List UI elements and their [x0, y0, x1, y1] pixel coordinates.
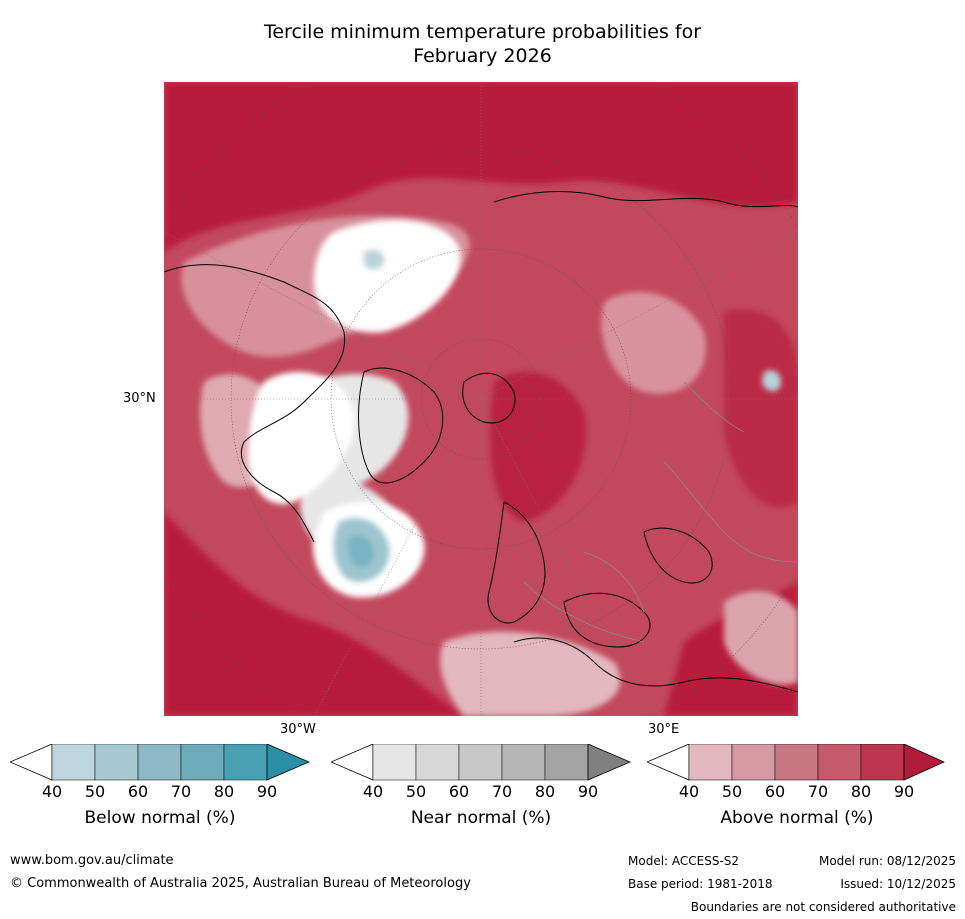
title-line-1: Tercile minimum temperature probabilitie… [263, 21, 702, 43]
title-line-2: February 2026 [413, 45, 552, 67]
lon-label-30e: 30°E [648, 722, 680, 737]
colorbar-below-bin-2 [94, 744, 139, 781]
colorbar-above-bin-4 [817, 744, 862, 781]
below-normal-regions [333, 250, 781, 582]
tick: 90 [256, 782, 278, 801]
tick: 90 [893, 782, 915, 801]
colorbar-above-bin-2 [731, 744, 776, 781]
colorbar-near-bin-2 [415, 744, 460, 781]
tick: 80 [534, 782, 556, 801]
lat-label-30n: 30°N [123, 391, 156, 406]
colorbar-above-bin-1 [688, 744, 733, 781]
colorbar-above-label: Above normal (%) [720, 808, 874, 828]
colorbar-near-bin-4 [501, 744, 546, 781]
colorbar-below-high-arrow [266, 744, 310, 781]
colorbar-below-low-arrow [10, 744, 53, 781]
tercile-map [164, 82, 798, 716]
colorbar-below-bin-3 [137, 744, 182, 781]
tick: 40 [362, 782, 384, 801]
colorbar-below-bin-5 [223, 744, 268, 781]
tick: 80 [213, 782, 235, 801]
footer-base-period: Base period: 1981-2018 [628, 877, 773, 891]
colorbar-near-low-arrow [331, 744, 374, 781]
tick: 70 [491, 782, 513, 801]
coastlines [164, 191, 798, 693]
colorbar-below [10, 744, 310, 781]
tick: 50 [84, 782, 106, 801]
tick: 60 [448, 782, 470, 801]
tick: 60 [764, 782, 786, 801]
colorbar-near [331, 744, 631, 781]
colorbar-near-label: Near normal (%) [410, 808, 552, 828]
colorbar-above [647, 744, 945, 781]
colorbar-near-bin-1 [372, 744, 417, 781]
colorbar-above-bin-3 [774, 744, 819, 781]
tick: 50 [405, 782, 427, 801]
tick: 80 [850, 782, 872, 801]
footer-url: www.bom.gov.au/climate [10, 853, 174, 868]
colorbar-below-label: Below normal (%) [84, 808, 236, 828]
colorbar-near-high-arrow [587, 744, 631, 781]
colorbar-below-bin-1 [51, 744, 96, 781]
footer-issued: Issued: 10/12/2025 [840, 877, 956, 891]
colorbar-below-bin-4 [180, 744, 225, 781]
tick: 70 [807, 782, 829, 801]
country-borders [523, 381, 798, 643]
chart-title: Tercile minimum temperature probabilitie… [0, 20, 965, 68]
footer-disclaimer: Boundaries are not considered authoritat… [690, 900, 956, 914]
colorbar-above-low-arrow [647, 744, 690, 781]
tick: 50 [721, 782, 743, 801]
footer-model-run: Model run: 08/12/2025 [818, 854, 956, 868]
tick: 90 [577, 782, 599, 801]
colorbar-above-high-arrow [903, 744, 945, 781]
tick: 60 [127, 782, 149, 801]
tick: 40 [678, 782, 700, 801]
colorbar-above-bin-5 [860, 744, 905, 781]
colorbar-near-bin-3 [458, 744, 503, 781]
footer-model: Model: ACCESS-S2 [628, 854, 740, 868]
meridians [164, 82, 798, 716]
tick: 40 [41, 782, 63, 801]
tick: 70 [170, 782, 192, 801]
footer-copyright: © Commonwealth of Australia 2025, Austra… [10, 876, 471, 891]
colorbar-near-bin-5 [544, 744, 589, 781]
lon-label-30w: 30°W [280, 722, 316, 737]
